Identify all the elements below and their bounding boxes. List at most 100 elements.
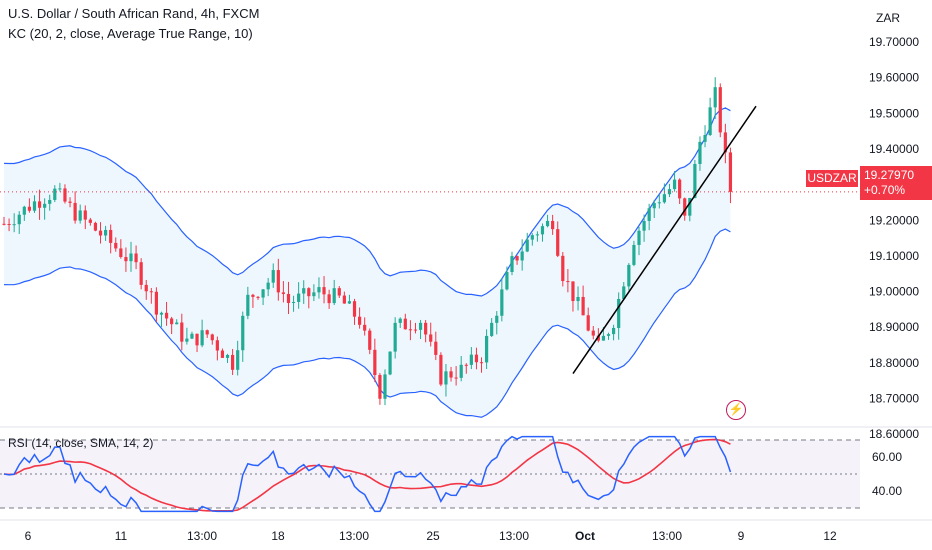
candle-body (185, 338, 189, 342)
candle-body (322, 287, 326, 295)
candle-body (352, 301, 357, 317)
candle-body (444, 371, 448, 385)
candle-body (17, 214, 21, 225)
candle-body (27, 206, 31, 211)
candle-body (53, 188, 57, 200)
price-pane (0, 77, 860, 418)
candle-body (317, 287, 321, 293)
candle-body (464, 364, 468, 366)
price-tick-label: 19.60000 (869, 71, 919, 85)
kc-indicator-legend[interactable]: KC (20, 2, close, Average True Range, 10… (8, 26, 253, 41)
candle-body (449, 371, 453, 378)
candle-body (48, 199, 52, 204)
candle-body (693, 163, 697, 198)
candle-body (454, 377, 458, 379)
candle-body (73, 202, 77, 221)
candle-body (723, 132, 727, 153)
rsi-pane (0, 435, 860, 513)
candle-body (129, 253, 133, 262)
candle-body (170, 318, 174, 325)
candle-body (520, 251, 524, 261)
candle-body (647, 208, 651, 221)
candle-body (642, 220, 646, 231)
rsi-indicator-legend[interactable]: RSI (14, close, SMA, 14, 2) (8, 436, 154, 450)
price-tick-label: 19.70000 (869, 35, 919, 49)
candle-body (119, 248, 123, 258)
candle-body (571, 281, 575, 302)
candle-body (236, 350, 240, 370)
time-tick-label: 18 (271, 529, 285, 543)
candle-body (439, 354, 443, 385)
candle-body (134, 253, 138, 263)
candle-body (286, 293, 291, 303)
candle-body (545, 220, 550, 227)
candle-body (93, 222, 98, 231)
candle-body (525, 239, 529, 252)
time-tick-label: 13:00 (339, 529, 369, 543)
price-axis (860, 0, 932, 520)
candle-body (307, 288, 311, 297)
candle-body (413, 329, 418, 331)
symbol-tag: USDZAR (806, 170, 858, 187)
candle-body (22, 206, 26, 215)
candle-body (109, 229, 113, 243)
candle-body (667, 189, 672, 195)
candle-body (535, 234, 539, 236)
candle-body (500, 289, 504, 316)
time-tick-label: 11 (115, 529, 128, 543)
candle-body (637, 230, 641, 245)
candle-body (266, 282, 270, 290)
candle-body (510, 256, 514, 272)
candle-body (373, 349, 377, 376)
candle-body (261, 289, 265, 298)
candle-body (434, 341, 438, 355)
candle-body (68, 201, 72, 203)
candle-body (485, 335, 489, 363)
time-tick-label: 9 (738, 529, 745, 543)
candle-body (652, 203, 656, 209)
candle-body (7, 223, 11, 225)
kc-band-fill (4, 107, 731, 418)
candle-body (713, 87, 717, 108)
time-tick-label: 13:00 (652, 529, 682, 543)
candle-body (37, 201, 42, 208)
candle-body (124, 257, 128, 262)
candle-body (596, 335, 600, 341)
rsi-tick-label: 40.00 (872, 484, 902, 498)
time-tick-label: 6 (25, 529, 32, 543)
time-tick-label: 12 (823, 529, 837, 543)
candle-body (220, 350, 225, 358)
rsi-line (3, 435, 732, 513)
candle-body (601, 335, 606, 341)
candle-body (98, 230, 103, 236)
candle-body (302, 288, 306, 294)
candle-body (2, 223, 6, 225)
candle-body (104, 229, 108, 236)
candle-body (540, 226, 545, 235)
candle-body (58, 188, 62, 190)
candle-body (393, 322, 397, 352)
candle-body (688, 197, 692, 216)
candle-body (398, 318, 402, 323)
currency-label[interactable]: ZAR (876, 11, 900, 25)
candle-body (256, 296, 260, 298)
candle-body (215, 340, 219, 351)
candle-body (195, 333, 199, 346)
candle-body (378, 375, 382, 399)
price-tick-label: 19.20000 (869, 213, 919, 227)
candle-body (530, 235, 534, 240)
candle-body (205, 330, 209, 335)
price-tick-label: 18.70000 (869, 392, 919, 406)
candle-body (291, 301, 296, 303)
candle-body (424, 322, 428, 335)
candle-body (566, 281, 570, 283)
candle-body (627, 264, 631, 287)
candle-body (297, 293, 301, 302)
candle-body (551, 220, 555, 230)
candle-body (175, 322, 179, 325)
lightning-icon[interactable]: ⚡ (726, 400, 746, 420)
candle-body (225, 354, 230, 358)
candle-body (246, 294, 250, 316)
